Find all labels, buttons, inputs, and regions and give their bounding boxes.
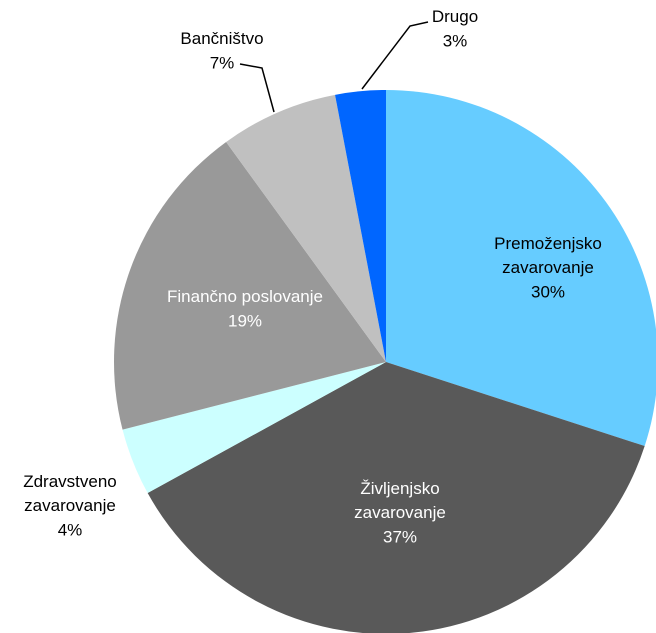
- pie-slice: [122, 362, 386, 494]
- slice-value-label: 4%: [58, 520, 83, 539]
- slice-value-label: 3%: [443, 31, 468, 50]
- slice-label: Finančno poslovanje: [167, 287, 323, 306]
- slice-label: Zdravstveno zavarovanje: [23, 472, 117, 515]
- slice-label: Življenjsko zavarovanje: [354, 479, 446, 522]
- slice-label: Bančništvo: [180, 29, 263, 48]
- pie-slice: [114, 141, 387, 430]
- pie-slice: [147, 362, 645, 633]
- pie-slice: [335, 90, 386, 362]
- slice-label: Premoženjsko zavarovanje: [494, 234, 602, 277]
- slice-value-label: 37%: [383, 527, 417, 546]
- slice-value-label: 19%: [228, 311, 262, 330]
- leader-line: [239, 63, 275, 113]
- pie-slice: [226, 94, 386, 362]
- slice-label: Drugo: [432, 7, 478, 26]
- slice-value-label: 30%: [531, 282, 565, 301]
- pie-slice: [386, 90, 656, 447]
- leader-line: [361, 21, 429, 90]
- slice-value-label: 7%: [210, 53, 235, 72]
